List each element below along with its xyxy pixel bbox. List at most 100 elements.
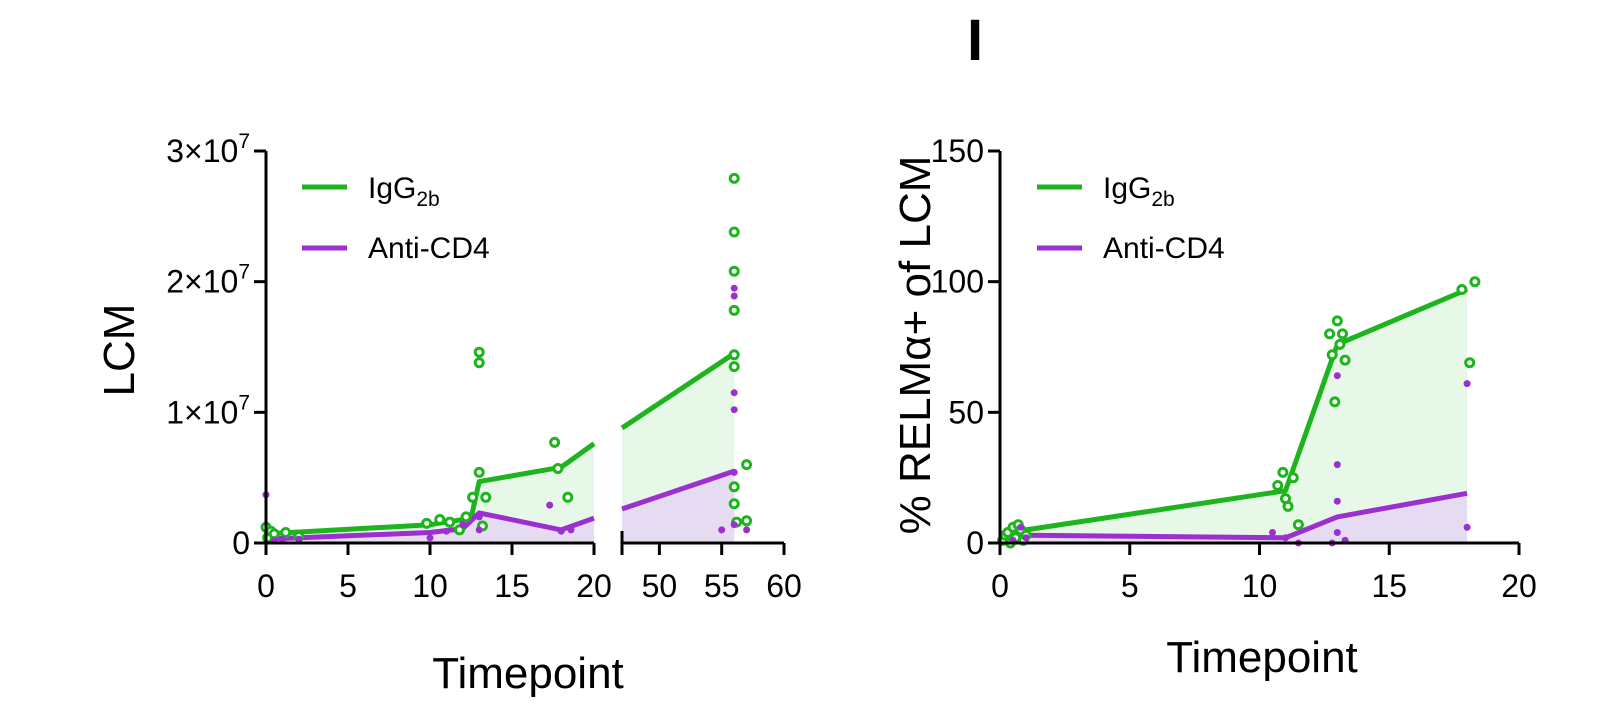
data-point-igg2b	[480, 491, 492, 503]
data-point-igg2b	[1339, 354, 1351, 366]
data-point-igg2b	[1329, 396, 1341, 408]
data-point-anti-cd4	[475, 513, 483, 521]
series-line-anti-cd4	[265, 510, 595, 542]
data-point-anti-cd4	[730, 468, 738, 476]
data-point-anti-cd4	[1463, 523, 1471, 531]
data-point-igg2b	[1456, 284, 1468, 295]
legend-label-igg2b: IgG2b	[1103, 172, 1175, 211]
x-tick-label: 20	[576, 568, 612, 604]
data-point-igg2b	[460, 511, 472, 523]
data-point-igg2b	[268, 528, 280, 540]
y-tick-label: 2×107	[166, 261, 250, 300]
data-point-igg2b	[728, 304, 740, 316]
x-tick-label: 50	[642, 568, 678, 604]
data-point-igg2b	[728, 361, 740, 373]
data-point-anti-cd4	[442, 527, 450, 535]
data-point-anti-cd4	[743, 526, 751, 534]
y-tick-base: 2×10	[166, 264, 238, 300]
x-tick-label: 60	[766, 568, 802, 604]
data-point-igg2b	[1469, 276, 1481, 288]
y-tick-label: 100	[931, 264, 984, 300]
data-point-igg2b	[728, 498, 740, 510]
data-point-anti-cd4	[1333, 529, 1341, 536]
series-line-anti-cd4	[621, 468, 736, 512]
data-point-igg2b	[1331, 315, 1343, 327]
y-tick-exponent: 7	[238, 391, 250, 414]
y-tick-label: 0	[966, 525, 984, 561]
data-point-anti-cd4	[718, 526, 726, 534]
data-point-igg2b	[728, 172, 740, 184]
legend-label-main: IgG	[368, 172, 416, 205]
legend: IgG2b Anti-CD4	[1037, 172, 1225, 265]
y-tick-exponent: 7	[238, 130, 250, 153]
series-line-igg2b	[620, 351, 736, 431]
x-axis-label: Timepoint	[432, 649, 624, 698]
legend-label-subscript: 2b	[416, 188, 439, 211]
data-point-anti-cd4	[426, 534, 434, 542]
data-point-igg2b	[1292, 519, 1304, 531]
area-fill-anti-cd4	[1000, 493, 1468, 543]
y-tick-label: 0	[232, 525, 250, 561]
y-tick-label: 1×107	[166, 391, 250, 430]
legend-label-subscript: 2b	[1151, 188, 1174, 211]
x-tick-label: 55	[704, 568, 740, 604]
x-tick-label: 0	[991, 568, 1009, 604]
y-tick-base: 1×10	[166, 394, 238, 430]
data-point-anti-cd4	[295, 535, 303, 543]
data-point-igg2b	[473, 346, 485, 358]
data-point-igg2b	[473, 466, 485, 478]
data-point-anti-cd4	[1269, 529, 1276, 536]
data-point-anti-cd4	[1017, 523, 1025, 531]
y-tick-label: 150	[931, 133, 984, 169]
y-axis-label: LCM	[95, 304, 144, 397]
data-point-igg2b	[562, 491, 574, 503]
y-axis-label: % RELMα+ of LCM	[891, 156, 940, 535]
y-tick-base: 0	[232, 525, 250, 561]
data-point-anti-cd4	[475, 526, 483, 534]
x-tick-label: 0	[257, 568, 275, 604]
data-point-igg2b	[1326, 349, 1338, 361]
data-point-igg2b	[741, 459, 753, 471]
data-point-anti-cd4	[1022, 534, 1030, 542]
data-point-igg2b	[421, 517, 433, 529]
data-point-igg2b	[1324, 328, 1336, 340]
x-tick-label: 20	[1501, 568, 1537, 604]
data-point-igg2b	[280, 527, 292, 538]
data-point-igg2b	[1282, 500, 1294, 512]
x-tick-label: 10	[1242, 568, 1278, 604]
area-fill-igg2b	[1000, 289, 1468, 543]
data-point-anti-cd4	[459, 521, 467, 529]
data-point-anti-cd4	[567, 526, 575, 534]
data-point-anti-cd4	[730, 284, 738, 292]
data-point-igg2b	[728, 349, 740, 361]
data-point-anti-cd4	[1282, 534, 1289, 542]
y-tick-exponent: 7	[238, 261, 250, 284]
data-point-anti-cd4	[730, 521, 738, 529]
data-point-igg2b	[728, 481, 740, 493]
data-point-igg2b	[444, 516, 456, 528]
data-point-anti-cd4	[1333, 372, 1341, 380]
x-tick-label: 5	[1121, 568, 1139, 604]
data-point-anti-cd4	[557, 527, 565, 535]
legend-label-main: IgG	[1103, 172, 1151, 205]
data-point-igg2b	[728, 265, 740, 277]
chart-relm-percent: 0 50 100 150 0 5 10 15 20 % RELMα+ of LCM Timepo…	[891, 133, 1537, 682]
data-point-igg2b	[1287, 472, 1299, 484]
data-point-anti-cd4	[730, 292, 738, 300]
data-point-igg2b	[549, 436, 561, 448]
data-point-igg2b	[1272, 480, 1284, 491]
x-axis-label: Timepoint	[1166, 633, 1358, 682]
data-point-anti-cd4	[278, 535, 286, 543]
panel-letter: I	[967, 8, 983, 73]
y-tick-base: 3×10	[166, 133, 238, 169]
data-point-igg2b	[1464, 357, 1476, 369]
data-point-igg2b	[552, 463, 564, 474]
data-point-igg2b	[741, 515, 753, 527]
data-point-anti-cd4	[1463, 380, 1471, 388]
data-point-igg2b	[467, 491, 479, 503]
data-point-igg2b	[1337, 328, 1348, 340]
data-point-anti-cd4	[730, 406, 738, 414]
y-tick-label: 50	[948, 394, 984, 430]
